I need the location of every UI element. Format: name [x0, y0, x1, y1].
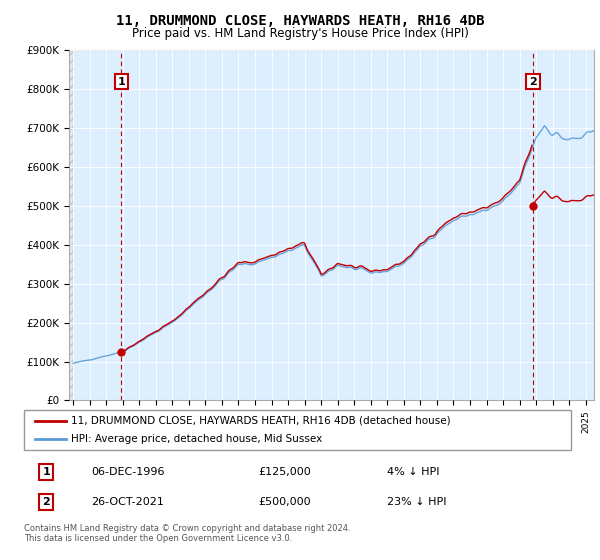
Text: HPI: Average price, detached house, Mid Sussex: HPI: Average price, detached house, Mid …: [71, 434, 323, 444]
Text: 26-OCT-2021: 26-OCT-2021: [91, 497, 164, 507]
Text: 11, DRUMMOND CLOSE, HAYWARDS HEATH, RH16 4DB: 11, DRUMMOND CLOSE, HAYWARDS HEATH, RH16…: [116, 14, 484, 28]
Text: 1: 1: [43, 466, 50, 477]
Text: 23% ↓ HPI: 23% ↓ HPI: [387, 497, 446, 507]
FancyBboxPatch shape: [24, 410, 571, 450]
Text: £500,000: £500,000: [259, 497, 311, 507]
Text: 2: 2: [529, 77, 537, 86]
Text: 1: 1: [118, 77, 125, 86]
Text: 06-DEC-1996: 06-DEC-1996: [91, 466, 164, 477]
Bar: [69, 50, 73, 400]
Text: Price paid vs. HM Land Registry's House Price Index (HPI): Price paid vs. HM Land Registry's House …: [131, 27, 469, 40]
Text: 11, DRUMMOND CLOSE, HAYWARDS HEATH, RH16 4DB (detached house): 11, DRUMMOND CLOSE, HAYWARDS HEATH, RH16…: [71, 416, 451, 426]
Text: 4% ↓ HPI: 4% ↓ HPI: [387, 466, 439, 477]
Text: £125,000: £125,000: [259, 466, 311, 477]
Text: 2: 2: [43, 497, 50, 507]
Text: Contains HM Land Registry data © Crown copyright and database right 2024.
This d: Contains HM Land Registry data © Crown c…: [24, 524, 350, 543]
